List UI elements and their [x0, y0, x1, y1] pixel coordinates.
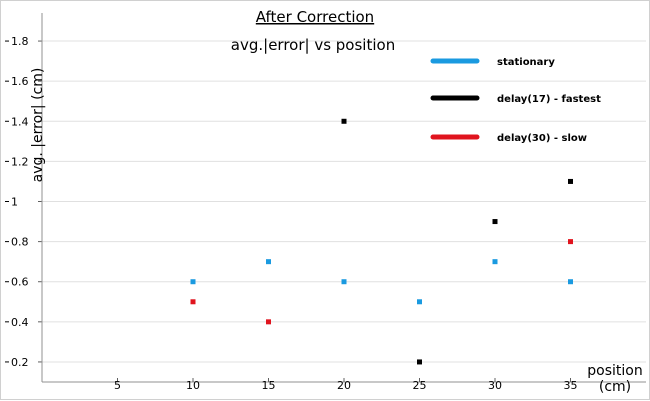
data-point-series-0 — [417, 299, 422, 305]
grid-lines — [42, 40, 646, 363]
data-point-series-2 — [266, 319, 271, 325]
data-point-series-0 — [568, 279, 573, 285]
data-point-series-1 — [417, 359, 422, 365]
legend: stationary delay(17) - fastest delay(30) -… — [430, 57, 601, 144]
x-tick-label: 10 — [186, 379, 200, 392]
legend-label: stationary — [497, 57, 555, 68]
data-point-series-1 — [568, 178, 573, 184]
y-tick-label: 0.6 — [11, 276, 29, 289]
y-axis-label: avg. |error| (cm) — [30, 68, 46, 183]
legend-label: delay(30) - slow — [497, 133, 587, 144]
data-point-series-2 — [190, 299, 196, 305]
chart-subtitle: avg.|error| vs position — [231, 36, 395, 54]
y-tick-label: 0.4 — [11, 316, 29, 329]
y-tick-label: 1.2 — [11, 155, 29, 168]
tick-labels: 0.2 0.4 0.6 0.8 1 1.2 1.4 1.6 1.8 5 10 15 20 25 30 35 — [5, 35, 578, 392]
data-point-series-0 — [266, 259, 271, 265]
y-tick-label: 1 — [11, 196, 18, 209]
data-point-series-2 — [568, 239, 573, 245]
legend-label: delay(17) - fastest — [497, 94, 601, 105]
y-tick-label: 1.8 — [11, 35, 29, 48]
x-tick-label: 15 — [262, 379, 276, 392]
x-tick-label: 25 — [413, 379, 427, 392]
x-tick-label: 35 — [564, 379, 578, 392]
y-tick-label: 1.4 — [11, 115, 29, 128]
y-tick-label: 0.8 — [11, 236, 29, 249]
data-point-series-0 — [492, 259, 498, 265]
data-points — [190, 118, 573, 365]
x-axis-label-line: (cm) — [599, 379, 631, 395]
y-tick-label: 1.6 — [11, 75, 29, 88]
data-point-series-0 — [341, 279, 347, 285]
data-point-series-1 — [492, 219, 498, 225]
axes — [38, 13, 646, 383]
x-axis-label: position (cm) — [587, 363, 642, 395]
x-tick-label: 20 — [337, 379, 351, 392]
x-tick-label: 5 — [114, 379, 121, 392]
y-tick-label: 0.2 — [11, 356, 29, 369]
x-tick-label: 30 — [488, 379, 502, 392]
data-point-series-0 — [190, 279, 196, 285]
data-point-series-1 — [341, 118, 347, 124]
chart-title: After Correction — [256, 8, 374, 26]
x-axis-label-line: position — [587, 363, 642, 379]
